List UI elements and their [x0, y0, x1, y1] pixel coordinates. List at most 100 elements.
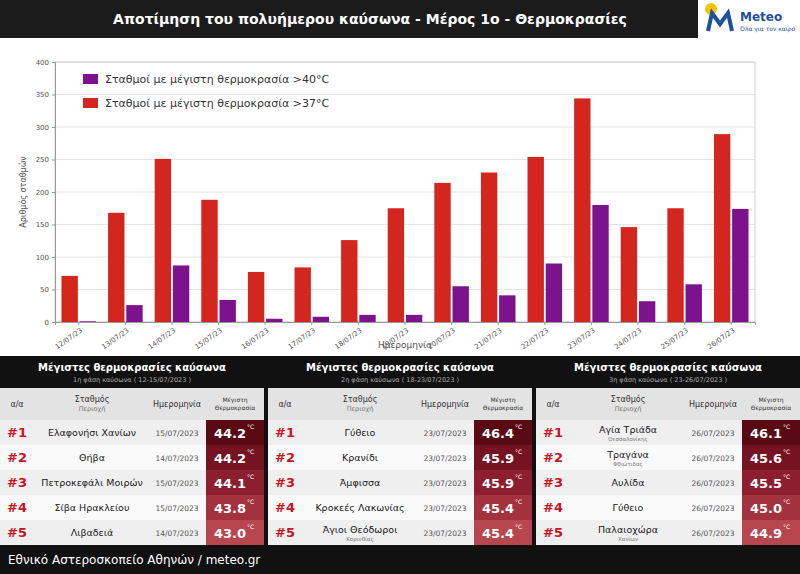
x-tick: 22/07/23: [520, 322, 550, 351]
x-tick-label: 17/07/23: [287, 327, 317, 352]
x-tick-label: 22/07/23: [520, 327, 550, 352]
column-header: Σταθμός: [75, 394, 110, 404]
table-header-row: [0, 388, 264, 420]
bar: [155, 159, 171, 322]
x-tick-label: 21/07/23: [473, 327, 503, 352]
temp-unit: °C: [247, 498, 254, 505]
x-tick: 24/07/23: [613, 322, 643, 351]
tables-background: [0, 356, 800, 574]
y-tick-mark: [52, 257, 55, 258]
temp-unit: °C: [515, 423, 522, 430]
x-tick-label: 18/07/23: [333, 327, 363, 352]
region: Χανίων: [618, 536, 638, 542]
rank: #5: [543, 525, 563, 540]
table-row: [268, 520, 532, 545]
logo-m: [708, 13, 732, 31]
y-tick-mark: [52, 192, 55, 193]
rank: #1: [7, 425, 27, 440]
rank: #3: [275, 475, 295, 490]
date: 23/07/2023: [423, 429, 466, 438]
temp-unit: °C: [515, 473, 522, 480]
date: 26/07/2023: [691, 504, 734, 513]
bar: [313, 317, 329, 322]
x-tick-mark: [358, 322, 359, 325]
x-tick-label: 13/07/23: [100, 327, 130, 352]
x-tick-mark: [311, 322, 312, 325]
x-tick-label: 12/07/23: [54, 327, 84, 352]
legend-label: Σταθμοί με μέγιστη θερμοκρασία >37°C: [105, 97, 329, 110]
temp-unit: °C: [247, 448, 254, 455]
temp-value: 46.4: [482, 426, 514, 441]
x-tick: 18/07/23: [333, 322, 363, 351]
x-tick-mark: [78, 322, 79, 325]
table-row: [0, 420, 264, 445]
date: 14/07/2023: [155, 454, 198, 463]
date: 15/07/2023: [155, 479, 198, 488]
table-row: [0, 470, 264, 495]
temp-cell: [742, 420, 800, 445]
date: 26/07/2023: [691, 479, 734, 488]
x-tick: 15/07/23: [194, 322, 224, 351]
x-tick-mark: [265, 322, 266, 325]
x-tick-mark: [451, 322, 452, 325]
x-tick-mark: [498, 322, 499, 325]
region: Κορινθίας: [346, 536, 373, 543]
temp-unit: °C: [783, 523, 790, 530]
bars: [61, 98, 748, 322]
bar: [667, 208, 683, 322]
x-tick: 21/07/23: [473, 322, 503, 351]
station: Άγιοι Θεόδωροι: [323, 524, 398, 535]
bar: [714, 134, 730, 322]
bar: [108, 213, 124, 322]
temp-cell: [206, 470, 264, 495]
bar: [61, 276, 77, 322]
temp-cell: [742, 445, 800, 470]
x-tick-mark: [218, 322, 219, 325]
temp-unit: °C: [247, 473, 254, 480]
table-subtitle: 2η φάση καύσωνα ( 18-23/07/2023 ): [341, 376, 459, 384]
temp-cell: [742, 470, 800, 495]
rank: #2: [275, 450, 295, 465]
column-header: ΜέγιστηΘερμοκρασία: [751, 396, 791, 412]
x-tick-mark: [125, 322, 126, 325]
table-subtitle: 1η φάση καύσωνα ( 12-15/07/2023 ): [73, 376, 191, 384]
date: 23/07/2023: [423, 479, 466, 488]
temp-value: 45.4: [482, 501, 514, 516]
station: Κρανίδι: [342, 452, 378, 463]
temp-value: 44.2: [214, 451, 246, 466]
temp-cell: [474, 445, 532, 470]
table-panel: Μέγιστες θερμοκρασίες καύσωνα1η φάση καύ…: [0, 362, 264, 545]
column-header: ΜέγιστηΘερμοκρασία: [215, 396, 255, 412]
x-tick: 13/07/23: [100, 322, 130, 351]
station: Λιβαδειά: [71, 527, 113, 538]
x-tick: 12/07/23: [54, 322, 84, 351]
y-tick-mark: [52, 225, 55, 226]
x-tick: 17/07/23: [287, 322, 317, 351]
table-row: [0, 445, 264, 470]
logo-box: [698, 0, 800, 38]
bar: [499, 295, 515, 322]
rank: #4: [7, 500, 27, 515]
temp-value: 43.8: [214, 501, 246, 516]
rank: #4: [275, 500, 295, 515]
station: Σίβα Ηρακλείου: [55, 502, 130, 513]
bar: [126, 305, 142, 322]
y-tick-mark: [52, 290, 55, 291]
x-axis-title: Ημερομηνία: [378, 340, 432, 350]
x-tick-label: 24/07/23: [613, 327, 643, 352]
bar: [80, 321, 96, 322]
date: 15/07/2023: [155, 429, 198, 438]
y-tick: 50: [40, 286, 55, 294]
rank: #5: [275, 525, 295, 540]
bar: [388, 208, 404, 322]
temp-value: 44.2: [214, 426, 246, 441]
temp-unit: °C: [247, 523, 254, 530]
x-tick-label: 15/07/23: [194, 327, 224, 352]
y-axis-title: Αριθμός σταθμών: [18, 156, 28, 228]
bar: [621, 227, 637, 322]
column-header: ΜέγιστηΘερμοκρασία: [483, 396, 523, 412]
bar: [295, 267, 311, 322]
rank: #1: [543, 425, 563, 440]
x-tick-mark: [171, 322, 172, 325]
bar: [406, 315, 422, 322]
